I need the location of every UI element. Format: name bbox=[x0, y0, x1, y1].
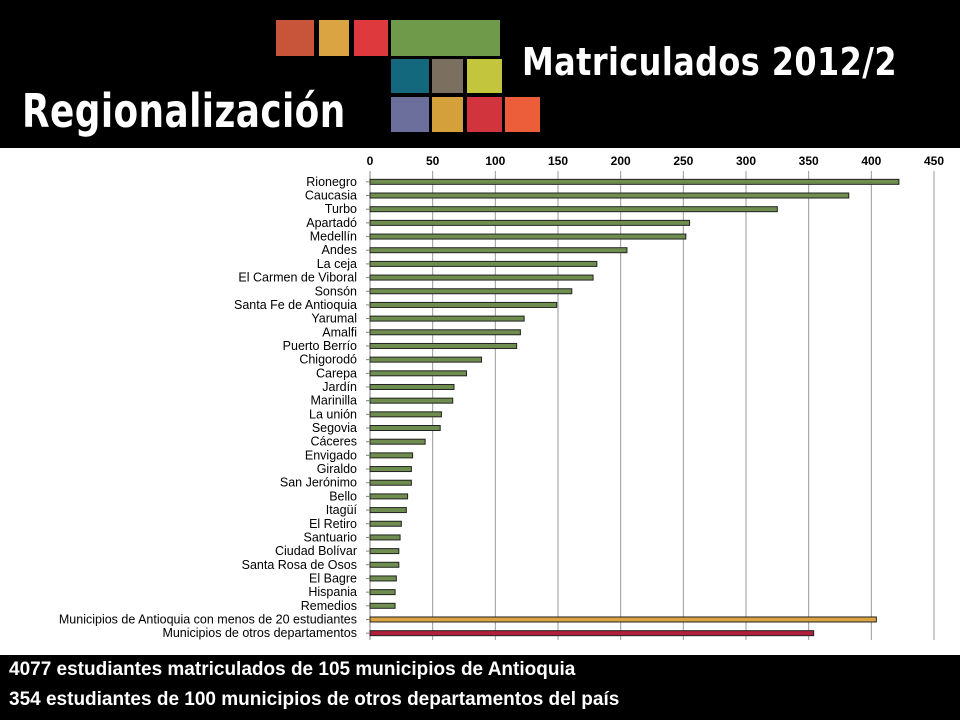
bar bbox=[369, 575, 397, 582]
bar bbox=[369, 397, 454, 404]
category-label: Bello bbox=[329, 489, 357, 503]
logo-square bbox=[319, 20, 349, 56]
x-tick-label: 50 bbox=[426, 154, 440, 168]
bar bbox=[369, 315, 525, 322]
x-tick-label: 200 bbox=[611, 154, 631, 168]
bar bbox=[369, 247, 628, 254]
category-label: Cáceres bbox=[310, 435, 357, 449]
bar bbox=[369, 438, 426, 445]
footer-banner: 4077 estudiantes matriculados de 105 mun… bbox=[0, 655, 960, 720]
x-tick-label: 350 bbox=[799, 154, 819, 168]
bar bbox=[369, 534, 401, 541]
category-label: Hispania bbox=[308, 585, 357, 599]
header-banner: Matriculados 2012/2 Regionalización bbox=[0, 0, 960, 148]
category-label: La unión bbox=[309, 407, 357, 421]
logo-square bbox=[467, 59, 502, 93]
category-label: San Jerónimo bbox=[280, 476, 357, 490]
logo-square bbox=[354, 20, 388, 56]
bar bbox=[369, 178, 900, 185]
bar bbox=[369, 288, 573, 295]
bar bbox=[369, 452, 414, 459]
bar bbox=[369, 356, 483, 363]
bar bbox=[369, 274, 594, 281]
bar bbox=[369, 630, 815, 637]
category-label: La ceja bbox=[317, 257, 357, 271]
category-label: Carepa bbox=[316, 366, 357, 380]
category-label: El Carmen de Viboral bbox=[238, 271, 357, 285]
category-label: Turbo bbox=[325, 202, 357, 216]
bar bbox=[369, 329, 521, 336]
category-label: Itagüí bbox=[326, 503, 358, 517]
category-label: El Bagre bbox=[309, 571, 357, 585]
logo-square bbox=[391, 59, 429, 93]
category-label: Apartadó bbox=[306, 216, 357, 230]
x-tick-label: 400 bbox=[861, 154, 881, 168]
logo-square bbox=[391, 20, 500, 56]
category-label: Segovia bbox=[312, 421, 357, 435]
footer-line-antioquia: 4077 estudiantes matriculados de 105 mun… bbox=[9, 659, 576, 680]
category-label: Medellín bbox=[310, 230, 357, 244]
bar bbox=[369, 589, 396, 596]
category-label: Sonsón bbox=[315, 284, 357, 298]
category-label: Caucasia bbox=[305, 189, 357, 203]
x-tick-label: 150 bbox=[548, 154, 568, 168]
category-label: Rionegro bbox=[306, 175, 357, 189]
bar bbox=[369, 548, 400, 555]
bar bbox=[369, 479, 412, 486]
category-label: Ciudad Bolívar bbox=[275, 544, 357, 558]
bar bbox=[369, 493, 409, 500]
category-label: Chigorodó bbox=[299, 353, 357, 367]
logo-square bbox=[391, 97, 429, 132]
x-tick-label: 450 bbox=[924, 154, 944, 168]
logo-square bbox=[505, 97, 540, 132]
category-label: Yarumal bbox=[311, 312, 357, 326]
logo-square bbox=[276, 20, 314, 56]
category-label: Municipios de Antioquia con menos de 20 … bbox=[59, 612, 357, 626]
category-label: Puerto Berrío bbox=[283, 339, 357, 353]
bar bbox=[369, 260, 598, 267]
x-tick-label: 300 bbox=[736, 154, 756, 168]
bar bbox=[369, 561, 400, 568]
category-label: Giraldo bbox=[317, 462, 357, 476]
footer-line-otros: 354 estudiantes de 100 municipios de otr… bbox=[9, 689, 620, 710]
category-label: Envigado bbox=[305, 448, 357, 462]
logo-square bbox=[432, 97, 463, 132]
bar bbox=[369, 520, 402, 527]
category-label: Remedios bbox=[301, 599, 357, 613]
bar bbox=[369, 233, 687, 240]
bar bbox=[369, 602, 396, 609]
logo-square bbox=[432, 59, 463, 93]
category-label: Municipios de otros departamentos bbox=[162, 626, 357, 640]
bar bbox=[369, 301, 558, 308]
category-label: Amalfi bbox=[322, 325, 357, 339]
x-tick-label: 0 bbox=[367, 154, 374, 168]
category-label: Santuario bbox=[303, 530, 357, 544]
category-label: El Retiro bbox=[309, 517, 357, 531]
bar bbox=[369, 206, 778, 213]
bar bbox=[369, 425, 441, 432]
x-tick-label: 250 bbox=[673, 154, 693, 168]
bar bbox=[369, 507, 407, 514]
x-tick-label: 100 bbox=[485, 154, 505, 168]
bar bbox=[369, 383, 455, 390]
bar bbox=[369, 370, 468, 377]
category-label: Marinilla bbox=[310, 394, 357, 408]
category-label: Santa Rosa de Osos bbox=[242, 558, 357, 572]
bar bbox=[369, 342, 518, 349]
category-label: Jardín bbox=[322, 380, 357, 394]
bar bbox=[369, 466, 412, 473]
logo-square bbox=[467, 97, 502, 132]
bar bbox=[369, 219, 691, 226]
bar bbox=[369, 616, 877, 623]
bar bbox=[369, 192, 850, 199]
bar-chart: 0 50 100 150 200 250 300 350 400 450 RionegroCauca… bbox=[59, 154, 944, 640]
page-subtitle: Matriculados 2012/2 bbox=[522, 40, 897, 84]
bar bbox=[369, 411, 442, 418]
page-title: Regionalización bbox=[22, 84, 346, 138]
category-label: Andes bbox=[322, 243, 357, 257]
category-label: Santa Fe de Antioquia bbox=[234, 298, 357, 312]
